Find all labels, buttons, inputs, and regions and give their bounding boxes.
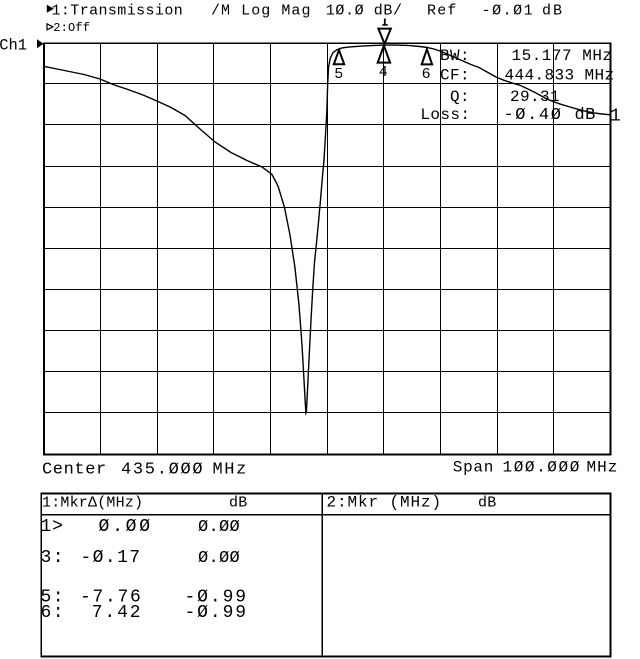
svg-text:15.177 MHz: 15.177 MHz	[512, 47, 613, 65]
svg-text:dB: dB	[229, 495, 247, 512]
svg-text:4: 4	[379, 64, 388, 81]
svg-text:5: 5	[334, 66, 343, 83]
svg-text:1:MkrΔ(MHz): 1:MkrΔ(MHz)	[42, 495, 143, 512]
svg-text:dB: dB	[575, 106, 596, 125]
svg-text:Q:: Q:	[450, 88, 470, 106]
svg-text:7.42: 7.42	[92, 603, 143, 623]
svg-text:MHz: MHz	[587, 459, 619, 477]
svg-text:/M Log Mag: /M Log Mag	[211, 3, 312, 20]
svg-text:Ø.ØØ: Ø.ØØ	[198, 518, 240, 537]
svg-text:2:Mkr (MHz): 2:Mkr (MHz)	[327, 494, 443, 512]
svg-text:MHz: MHz	[213, 461, 248, 480]
svg-text:5:: 5:	[41, 588, 65, 608]
svg-text:1: 1	[610, 106, 622, 126]
svg-text:dB: dB	[542, 3, 564, 20]
svg-text:-Ø.17: -Ø.17	[80, 548, 141, 568]
svg-text:1ØØ.ØØØ: 1ØØ.ØØØ	[503, 459, 581, 477]
svg-text:-Ø.99: -Ø.99	[184, 603, 248, 623]
svg-text:Center: Center	[42, 461, 107, 480]
svg-text:1>: 1>	[41, 517, 64, 537]
svg-text:444.833 MHz: 444.833 MHz	[504, 67, 614, 85]
svg-text:-7.76: -7.76	[80, 588, 143, 608]
svg-text:3:: 3:	[41, 548, 65, 568]
svg-text:Ø.ØØ: Ø.ØØ	[98, 517, 152, 537]
svg-text:Span: Span	[453, 459, 494, 477]
svg-text:-Ø.4Ø: -Ø.4Ø	[504, 106, 563, 125]
svg-text:6:: 6:	[41, 603, 65, 623]
svg-text:1:Transmission: 1:Transmission	[52, 3, 184, 20]
svg-text:-Ø.Ø1: -Ø.Ø1	[482, 3, 535, 20]
svg-text:CF:: CF:	[440, 67, 470, 85]
svg-text:Ø.ØØ: Ø.ØØ	[198, 549, 240, 568]
svg-text:29.31: 29.31	[510, 88, 560, 106]
svg-text:dB: dB	[478, 495, 496, 512]
svg-text:Loss:: Loss:	[420, 106, 470, 124]
svg-text:BW:: BW:	[440, 47, 470, 65]
svg-text:-Ø.99: -Ø.99	[184, 588, 248, 608]
svg-text:435.ØØØ: 435.ØØØ	[121, 461, 204, 480]
svg-text:Ch1: Ch1	[0, 36, 27, 54]
svg-text:2:Off: 2:Off	[53, 21, 90, 35]
svg-text:Ref: Ref	[427, 3, 458, 20]
svg-text:6: 6	[422, 66, 431, 83]
svg-text:1Ø.Ø dB/: 1Ø.Ø dB/	[326, 3, 403, 20]
